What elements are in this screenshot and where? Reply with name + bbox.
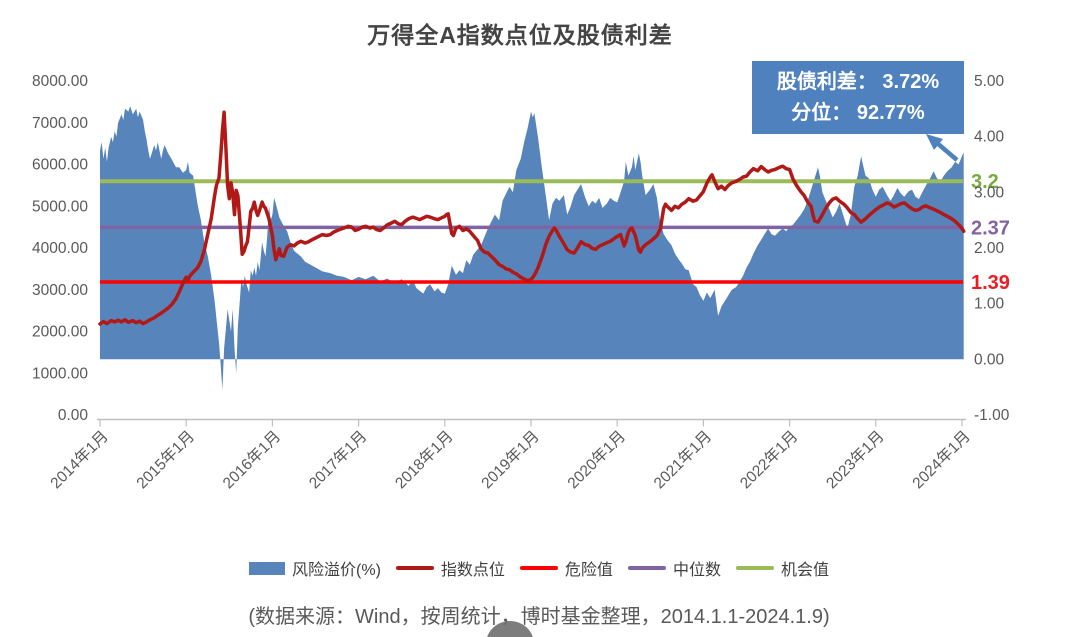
x-axis-tick-label: 2015年1月 [133, 427, 198, 492]
right-axis-tick-label: 3.00 [974, 184, 1005, 201]
legend-item-danger-value: 危险值 [519, 556, 613, 580]
left-axis-tick-label: 5000.00 [32, 198, 88, 215]
legend: 风险溢价(%) 指数点位 危险值 中位数 机会值 [0, 556, 1078, 580]
watermark-circle [486, 621, 534, 637]
risk-premium-area [100, 106, 964, 390]
x-axis-tick-label: 2018年1月 [391, 427, 456, 492]
left-axis-tick-label: 7000.00 [32, 115, 88, 132]
left-axis-tick-label: 4000.00 [32, 240, 88, 257]
legend-item-risk-premium: 风险溢价(%) [249, 556, 381, 580]
x-axis-tick-label: 2016年1月 [219, 427, 284, 492]
legend-item-median: 中位数 [627, 556, 721, 580]
legend-label: 指数点位 [440, 562, 505, 579]
x-axis-tick-label: 2022年1月 [736, 427, 801, 492]
right-axis-tick-label: 4.00 [974, 129, 1005, 146]
right-axis-tick-label: 1.00 [974, 296, 1005, 313]
annotation-arrowhead-icon [926, 134, 943, 150]
x-axis-tick-label: 2017年1月 [305, 427, 370, 492]
left-axis-tick-label: 1000.00 [32, 365, 88, 382]
chart-plot: 1.39 2.37 3.2 8000.00 7000.00 6000.00 5000.00 4… [32, 73, 1010, 492]
opportunity-value-label: 3.2 [971, 171, 999, 193]
right-axis-tick-label: 0.00 [974, 351, 1005, 368]
left-axis-tick-label: 0.00 [58, 407, 89, 424]
chart-title: 万得全A指数点位及股债利差 [367, 22, 673, 48]
line-swatch-icon [519, 566, 558, 570]
annotation-box: 股债利差： 3.72% 分位： 92.77% [752, 61, 964, 134]
left-axis-tick-label: 6000.00 [32, 157, 88, 174]
x-axis-tick-label: 2023年1月 [822, 427, 887, 492]
x-axis-tick-label: 2014年1月 [47, 427, 112, 492]
line-swatch-icon [735, 566, 774, 570]
annotation-arrow [935, 141, 959, 162]
x-axis-tick-label: 2021年1月 [650, 427, 715, 492]
danger-value-label: 1.39 [971, 272, 1010, 294]
right-axis-tick-label: -1.00 [974, 407, 1010, 424]
x-axis-tick-label: 2020年1月 [564, 427, 629, 492]
legend-label: 危险值 [564, 562, 613, 579]
line-swatch-icon [395, 566, 434, 570]
legend-item-index-level: 指数点位 [395, 556, 505, 580]
median-value-label: 2.37 [971, 217, 1010, 239]
line-swatch-icon [627, 566, 666, 570]
left-axis-tick-label: 3000.00 [32, 282, 88, 299]
legend-label: 风险溢价(%) [292, 562, 381, 579]
x-axis-tick-label: 2024年1月 [909, 427, 974, 492]
area-swatch-icon [249, 561, 286, 575]
annotation-spread-text: 股债利差： 3.72% [776, 70, 940, 93]
x-axis-tick-label: 2019年1月 [478, 427, 543, 492]
right-axis-tick-label: 2.00 [974, 240, 1005, 257]
right-axis-tick-label: 5.00 [974, 73, 1005, 90]
left-axis-tick-label: 8000.00 [32, 73, 88, 90]
legend-label: 中位数 [672, 562, 721, 579]
annotation-percentile-text: 分位： 92.77% [791, 101, 925, 124]
legend-label: 机会值 [780, 562, 829, 579]
data-source-note: (数据来源：Wind，按周统计，博时基金整理，2014.1.1-2024.1.9… [248, 606, 830, 628]
index-line [98, 110, 966, 326]
left-axis-tick-label: 2000.00 [32, 324, 88, 341]
legend-item-opportunity-value: 机会值 [735, 556, 829, 580]
